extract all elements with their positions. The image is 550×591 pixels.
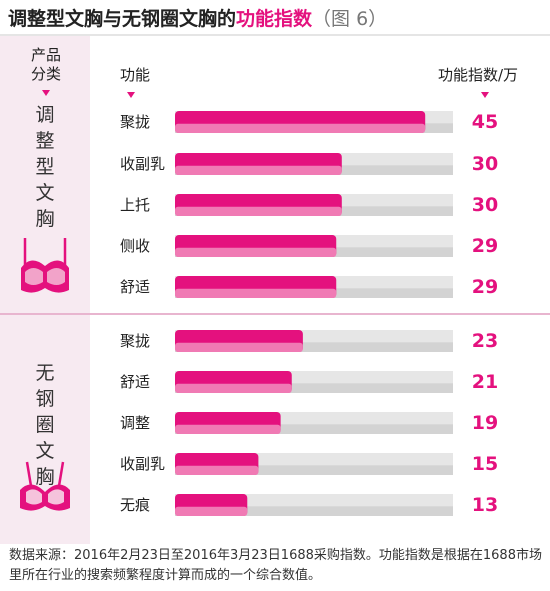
category-label: 无痕 xyxy=(120,496,151,514)
chart-title: 调整型文胸与无钢圈文胸的功能指数（图 6） xyxy=(8,4,387,31)
bar-highlight xyxy=(175,424,281,434)
category-label: 舒适 xyxy=(120,278,151,296)
category-label: 上托 xyxy=(120,196,151,214)
bar-row xyxy=(175,412,453,434)
category-label: 侧收 xyxy=(120,237,151,255)
function-header-arrow-icon xyxy=(127,92,135,98)
group-divider xyxy=(0,313,550,315)
value-label: 29 xyxy=(471,276,499,298)
bar-highlight xyxy=(175,247,337,257)
bar-track-shade xyxy=(175,383,453,393)
bar-highlight xyxy=(175,342,303,352)
category-header-arrow-icon xyxy=(42,90,50,96)
category-column xyxy=(0,36,90,544)
category-label: 收副乳 xyxy=(120,155,166,173)
bar-row xyxy=(175,453,453,475)
category-label: 调整 xyxy=(120,414,151,432)
bar-row xyxy=(175,111,453,133)
bar-row xyxy=(175,494,453,516)
bar-row xyxy=(175,235,453,257)
bar-highlight xyxy=(175,465,259,475)
title-bar: 调整型文胸与无钢圈文胸的功能指数（图 6） xyxy=(0,0,550,36)
bar-track-shade xyxy=(175,465,453,475)
group-label-wireless: 无钢圈文胸 xyxy=(35,362,55,488)
value-label: 23 xyxy=(471,330,499,352)
category-label: 舒适 xyxy=(120,373,151,391)
bar-highlight xyxy=(175,288,337,298)
value-label: 13 xyxy=(471,494,499,516)
group-label-adjustable: 调整型文胸 xyxy=(35,104,55,230)
value-label: 30 xyxy=(471,153,499,175)
bar-row xyxy=(175,153,453,175)
value-label: 29 xyxy=(471,235,499,257)
value-header-arrow-icon xyxy=(481,92,489,98)
title-figure-number: （图 6） xyxy=(312,8,388,30)
bar-track-shade xyxy=(175,424,453,434)
category-label: 聚拢 xyxy=(120,113,151,131)
value-label: 19 xyxy=(471,412,499,434)
bar-row xyxy=(175,371,453,393)
category-label: 收副乳 xyxy=(120,455,166,473)
bar-highlight xyxy=(175,123,426,133)
value-label: 30 xyxy=(471,194,499,216)
value-label: 21 xyxy=(471,371,499,393)
value-header: 功能指数/万 xyxy=(438,66,519,84)
bar-track-shade xyxy=(175,506,453,516)
bar-row xyxy=(175,276,453,298)
data-source-note: 数据来源：2016年2月23日至2016年3月23日1688采购指数。功能指数是… xyxy=(9,548,542,583)
title-main: 调整型文胸与无钢圈文胸的 xyxy=(8,8,237,30)
bar-highlight xyxy=(175,165,342,175)
bar-track-shade xyxy=(175,342,453,352)
category-header: 产品分类 xyxy=(30,46,61,83)
title-highlight: 功能指数 xyxy=(236,8,313,30)
bar-row xyxy=(175,330,453,352)
bar-highlight xyxy=(175,506,248,516)
function-header: 功能 xyxy=(120,66,151,84)
bar-row xyxy=(175,194,453,216)
category-label: 聚拢 xyxy=(120,332,151,350)
adjustable-bra-icon xyxy=(21,238,69,293)
value-label: 15 xyxy=(471,453,499,475)
value-label: 45 xyxy=(471,111,499,133)
wireless-bra-icon xyxy=(20,461,70,511)
bar-highlight xyxy=(175,206,342,216)
bar-highlight xyxy=(175,383,292,393)
